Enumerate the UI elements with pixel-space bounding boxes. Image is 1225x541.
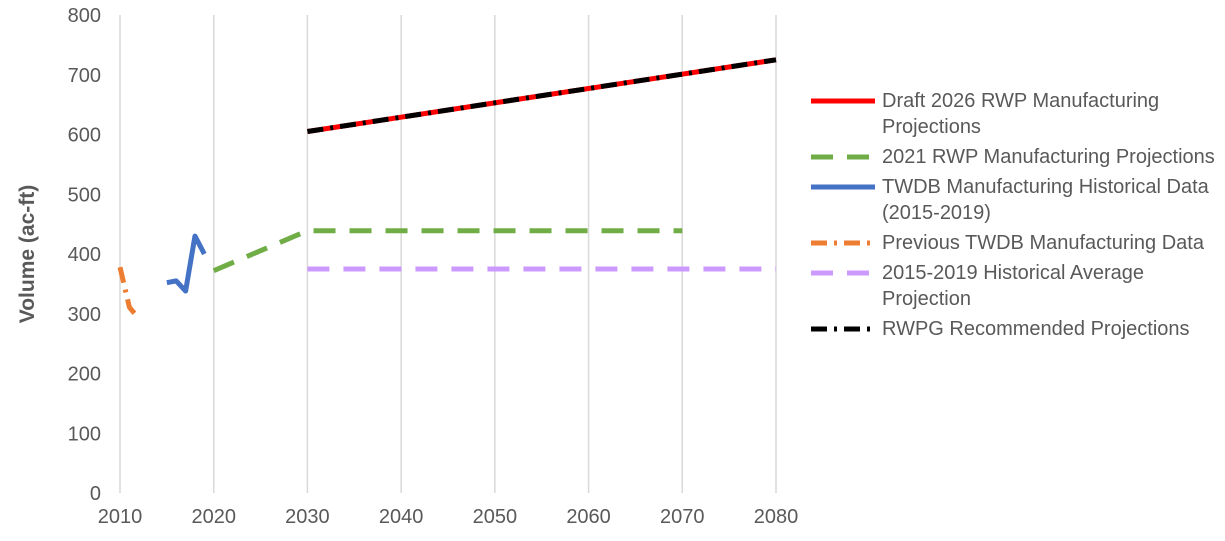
legend-swatch <box>811 270 875 276</box>
y-tick-label: 800 <box>68 5 101 27</box>
y-tick-label: 500 <box>68 184 101 206</box>
legend-swatch <box>811 98 875 104</box>
x-tick-label: 2030 <box>285 506 330 528</box>
legend-swatch <box>811 154 875 160</box>
x-tick-label: 2060 <box>566 506 611 528</box>
series-line-3 <box>166 233 207 294</box>
legend-item-2: 2021 RWP Manufacturing Projections <box>808 144 1220 170</box>
legend-item-6: RWPG Recommended Projections <box>808 316 1220 342</box>
legend-swatch <box>811 240 875 246</box>
legend-item-5: 2015-2019 Historical Average Projection <box>808 260 1220 312</box>
x-tick-label: 2020 <box>191 506 236 528</box>
y-tick-label: 700 <box>68 65 101 87</box>
x-tick-label: 2070 <box>660 506 705 528</box>
chart-series <box>117 57 777 321</box>
legend-label: RWPG Recommended Projections <box>882 318 1190 340</box>
y-axis-ticks: 0 100 200 300 400 500 600 700 800 <box>68 5 101 505</box>
series-line-6 <box>307 57 777 134</box>
legend-label: Draft 2026 RWP Manufacturing Projections <box>882 90 1160 138</box>
series-line-2 <box>212 228 683 274</box>
legend-item-3: TWDB Manufacturing Historical Data (2015… <box>808 174 1220 226</box>
y-axis-label: Volume (ac-ft) <box>16 185 39 323</box>
x-tick-label: 2040 <box>379 506 424 528</box>
legend-label: 2015-2019 Historical Average Projection <box>882 262 1145 310</box>
legend-label: Previous TWDB Manufacturing Data <box>882 232 1204 254</box>
y-tick-label: 100 <box>68 423 101 445</box>
legend-item-4: Previous TWDB Manufacturing Data <box>808 230 1220 256</box>
legend-label: TWDB Manufacturing Historical Data (2015… <box>882 176 1209 224</box>
y-tick-label: 200 <box>68 364 101 386</box>
legend-swatch <box>811 326 875 332</box>
legend-label: 2021 RWP Manufacturing Projections <box>882 146 1215 168</box>
y-tick-label: 300 <box>68 304 101 326</box>
series-line-4 <box>117 266 141 321</box>
x-tick-label: 2010 <box>98 506 143 528</box>
y-tick-label: 400 <box>68 244 101 266</box>
chart-gridlines <box>119 15 777 493</box>
y-tick-label: 0 <box>90 483 101 505</box>
x-axis-ticks: 2010 2020 2030 2040 2050 2060 2070 2080 <box>98 506 799 528</box>
x-tick-label: 2080 <box>754 506 799 528</box>
y-tick-label: 600 <box>68 125 101 147</box>
chart-legend: Draft 2026 RWP Manufacturing Projections… <box>808 88 1220 346</box>
x-tick-label: 2050 <box>473 506 518 528</box>
legend-item-1: Draft 2026 RWP Manufacturing Projections <box>808 88 1220 140</box>
legend-swatch <box>811 184 875 190</box>
